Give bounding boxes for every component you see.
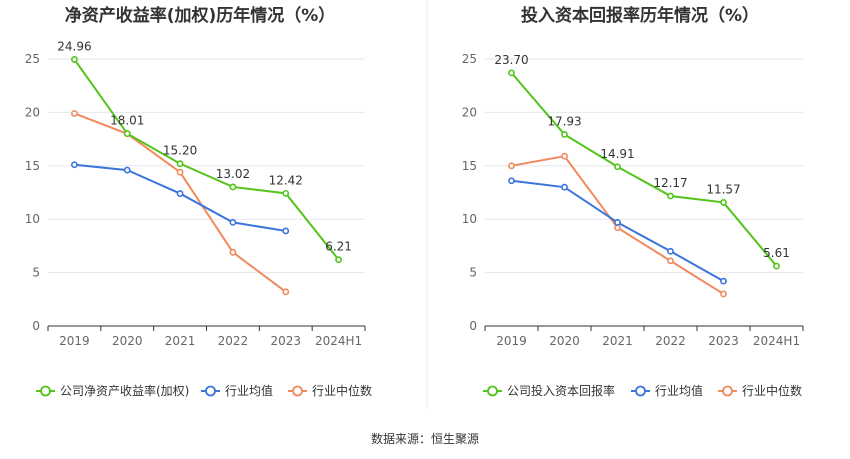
roic-chart-title: 投入资本回报率历年情况（%） <box>521 5 759 26</box>
roic-legend-label: 公司投入资本回报率 <box>507 383 615 398</box>
roe-legend-industry-avg[interactable]: 行业均值 <box>201 383 273 398</box>
roic-legend-label: 行业中位数 <box>742 383 802 398</box>
roic-data-label: 11.57 <box>706 182 740 196</box>
roe-legend-marker <box>292 385 303 397</box>
roic-legend-industry-avg[interactable]: 行业均值 <box>631 383 703 398</box>
roe-y-tick-label: 25 <box>25 52 40 66</box>
roe-industry-median-point <box>282 288 290 296</box>
roic-industry-avg-point <box>561 183 568 191</box>
roic-company-point <box>667 192 674 200</box>
roe-y-tick-label: 15 <box>25 159 40 173</box>
roic-y-tick-label: 15 <box>462 159 477 173</box>
roe-company-point <box>176 160 184 168</box>
roic-y-tick-label: 5 <box>469 266 477 280</box>
roic-data-label: 17.93 <box>547 115 581 129</box>
roic-data-label: 23.70 <box>494 53 528 67</box>
roe-industry-median-line <box>74 112 287 293</box>
roe-company-point <box>123 130 131 138</box>
roe-data-label: 12.42 <box>269 173 303 187</box>
roe-industry-avg-point <box>123 166 131 174</box>
roic-industry-median-point <box>561 152 568 160</box>
roic-x-tick-label: 2019 <box>496 334 527 348</box>
roe-company-point <box>335 256 342 264</box>
roe-legend-company[interactable]: 公司净资产收益率(加权) <box>36 383 189 398</box>
roic-company-point <box>508 69 515 77</box>
roe-legend-marker <box>40 385 51 397</box>
roe-chart-title: 净资产收益率(加权)历年情况（%） <box>65 5 336 26</box>
roic-company-point <box>773 262 780 270</box>
roic-data-label: 5.61 <box>763 246 790 260</box>
roe-industry-avg-point <box>71 161 78 169</box>
roic-industry-median-point <box>720 290 727 298</box>
roic-x-tick-label: 2020 <box>549 334 580 348</box>
roe-x-tick-label: 2022 <box>218 334 249 348</box>
roe-x-tick-label: 2019 <box>59 334 90 348</box>
roe-industry-median-point <box>229 248 237 256</box>
roic-legend-marker <box>722 385 733 397</box>
roic-industry-avg-point <box>508 177 515 185</box>
roic-company-point <box>614 163 621 171</box>
roic-industry-median-point <box>508 162 515 170</box>
roe-industry-avg-point <box>282 227 290 235</box>
roic-legend-marker <box>635 385 646 397</box>
roic-company-line <box>510 72 778 267</box>
roic-y-tick-label: 10 <box>462 212 477 226</box>
roe-x-tick-label: 2020 <box>112 334 143 348</box>
roe-x-tick-label: 2021 <box>165 334 196 348</box>
roic-data-label: 12.17 <box>653 176 687 190</box>
roic-legend-company[interactable]: 公司投入资本回报率 <box>483 383 615 398</box>
roe-x-tick-label: 2024H1 <box>315 334 362 348</box>
roe-industry-median-point <box>71 110 78 117</box>
roic-company-point <box>561 131 568 138</box>
roe-data-label: 15.20 <box>163 144 197 158</box>
roe-company-point <box>229 183 237 191</box>
roe-y-tick-label: 0 <box>32 319 40 333</box>
roe-company-point <box>71 56 78 63</box>
roic-legend-marker <box>487 385 498 397</box>
roe-legend-label: 行业均值 <box>225 383 273 398</box>
roe-x-tick-label: 2023 <box>270 334 301 348</box>
roic-industry-median-point <box>667 257 674 265</box>
roic-x-tick-label: 2021 <box>602 334 633 348</box>
roe-industry-avg-point <box>176 190 184 197</box>
roic-industry-median-point <box>614 224 621 232</box>
roe-y-tick-label: 5 <box>32 266 40 280</box>
roic-legend-label: 行业均值 <box>655 383 703 398</box>
roic-x-tick-label: 2023 <box>708 334 739 348</box>
roe-legend-industry-median[interactable]: 行业中位数 <box>288 383 372 398</box>
roic-y-tick-label: 0 <box>469 319 477 333</box>
roic-industry-avg-point <box>720 277 727 285</box>
roe-y-tick-label: 20 <box>25 105 40 119</box>
roe-y-tick-label: 10 <box>25 212 40 226</box>
roe-data-label: 24.96 <box>57 39 91 53</box>
roic-x-tick-label: 2022 <box>655 334 686 348</box>
roe-company-line <box>73 58 340 261</box>
data-source-label: 数据来源：恒生聚源 <box>371 431 479 446</box>
roe-legend-marker <box>205 385 216 397</box>
roe-industry-avg-point <box>229 219 237 226</box>
roic-y-tick-label: 20 <box>462 105 477 119</box>
roe-data-label: 18.01 <box>110 114 144 128</box>
roic-industry-avg-point <box>667 247 674 255</box>
roe-company-point <box>282 189 290 197</box>
roe-data-label: 6.21 <box>325 240 352 254</box>
roe-legend-label: 行业中位数 <box>312 383 372 398</box>
roe-industry-median-point <box>176 168 184 176</box>
roic-x-tick-label: 2024H1 <box>753 334 800 348</box>
roic-industry-avg-point <box>614 219 621 226</box>
roe-data-label: 13.02 <box>216 167 250 181</box>
roe-legend-label: 公司净资产收益率(加权) <box>60 383 189 398</box>
roic-legend-industry-median[interactable]: 行业中位数 <box>718 383 802 398</box>
roe-chart: 净资产收益率(加权)历年情况（%） 0 5 10 15 20 25 2019 2020 2021… <box>25 5 372 398</box>
roic-data-label: 14.91 <box>600 147 634 161</box>
roic-y-tick-label: 25 <box>462 52 477 66</box>
roic-chart: 投入资本回报率历年情况（%） 0 5 10 15 20 25 2019 2020 2021 202… <box>462 5 804 398</box>
roic-company-point <box>720 199 727 206</box>
